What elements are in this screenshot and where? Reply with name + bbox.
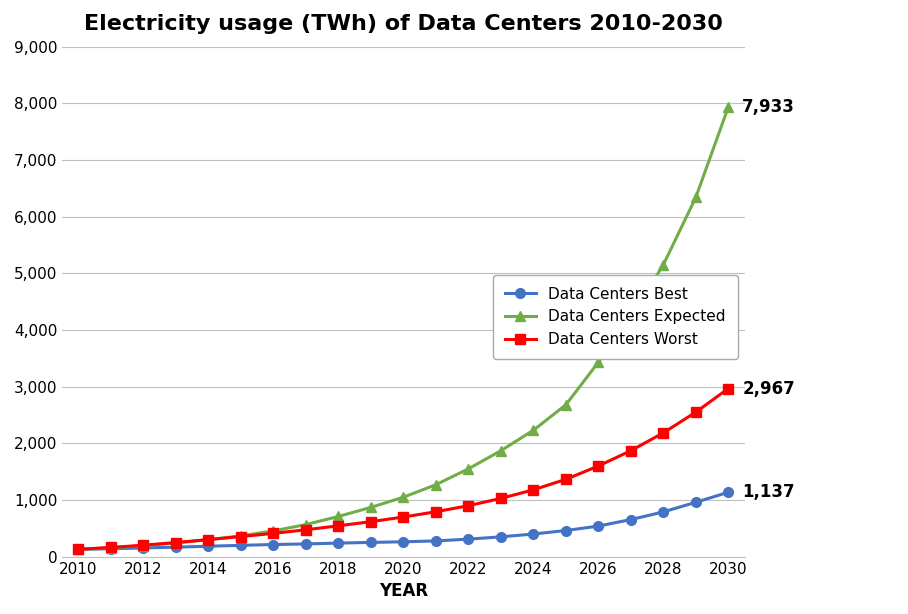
Data Centers Best: [268, 541, 279, 548]
Data Centers Worst: [593, 462, 604, 470]
Data Centers Expected: [235, 532, 246, 540]
Data Centers Expected: [593, 359, 604, 366]
Data Centers Best: [73, 546, 84, 553]
Data Centers Expected: [333, 513, 344, 520]
Legend: Data Centers Best, Data Centers Expected, Data Centers Worst: Data Centers Best, Data Centers Expected…: [493, 274, 737, 359]
Data Centers Worst: [496, 495, 507, 502]
Data Centers Worst: [560, 476, 571, 483]
Data Centers Worst: [626, 447, 637, 454]
Data Centers Expected: [73, 546, 84, 553]
Line: Data Centers Best: Data Centers Best: [74, 488, 733, 554]
Data Centers Worst: [138, 542, 149, 549]
Data Centers Best: [430, 537, 441, 545]
Data Centers Best: [365, 538, 376, 546]
Data Centers Best: [496, 533, 507, 540]
Data Centers Best: [235, 542, 246, 549]
Data Centers Expected: [658, 261, 669, 268]
Data Centers Expected: [365, 503, 376, 511]
Data Centers Worst: [365, 518, 376, 526]
Data Centers Worst: [528, 486, 538, 494]
Data Centers Best: [203, 543, 214, 550]
Data Centers Expected: [138, 542, 149, 550]
Data Centers Expected: [105, 544, 116, 551]
Data Centers Best: [528, 530, 538, 538]
Text: 7,933: 7,933: [742, 98, 795, 116]
Data Centers Best: [398, 538, 409, 545]
Text: 2,967: 2,967: [742, 379, 794, 397]
Data Centers Best: [626, 516, 637, 523]
Data Centers Worst: [398, 513, 409, 521]
Data Centers Worst: [690, 408, 701, 416]
Data Centers Expected: [463, 465, 474, 473]
Data Centers Expected: [690, 193, 701, 201]
Data Centers Worst: [301, 526, 311, 534]
Data Centers Expected: [398, 494, 409, 501]
Data Centers Worst: [723, 385, 734, 392]
Data Centers Best: [301, 540, 311, 548]
Data Centers Expected: [496, 447, 507, 454]
Data Centers Expected: [560, 401, 571, 408]
Data Centers Best: [463, 535, 474, 543]
Data Centers Best: [171, 543, 182, 551]
Data Centers Expected: [528, 427, 538, 434]
Data Centers Worst: [268, 530, 279, 537]
Data Centers Worst: [203, 536, 214, 543]
Title: Electricity usage (TWh) of Data Centers 2010-2030: Electricity usage (TWh) of Data Centers …: [84, 14, 723, 34]
Data Centers Expected: [171, 539, 182, 546]
Data Centers Expected: [430, 481, 441, 488]
Data Centers Best: [333, 540, 344, 547]
X-axis label: YEAR: YEAR: [379, 582, 428, 600]
Data Centers Worst: [463, 502, 474, 510]
Data Centers Expected: [301, 521, 311, 528]
Data Centers Best: [658, 508, 669, 516]
Data Centers Expected: [268, 527, 279, 535]
Data Centers Best: [723, 489, 734, 496]
Line: Data Centers Expected: Data Centers Expected: [74, 102, 733, 554]
Text: 1,137: 1,137: [742, 483, 794, 501]
Data Centers Worst: [235, 533, 246, 540]
Line: Data Centers Worst: Data Centers Worst: [74, 384, 733, 554]
Data Centers Best: [593, 523, 604, 530]
Data Centers Best: [560, 527, 571, 534]
Data Centers Expected: [626, 313, 637, 321]
Data Centers Worst: [658, 429, 669, 437]
Data Centers Best: [690, 499, 701, 506]
Data Centers Worst: [105, 544, 116, 551]
Data Centers Expected: [203, 536, 214, 543]
Data Centers Expected: [723, 103, 734, 111]
Data Centers Worst: [73, 546, 84, 553]
Data Centers Worst: [333, 522, 344, 529]
Data Centers Worst: [430, 508, 441, 515]
Data Centers Worst: [171, 539, 182, 546]
Data Centers Best: [138, 544, 149, 551]
Data Centers Best: [105, 545, 116, 553]
